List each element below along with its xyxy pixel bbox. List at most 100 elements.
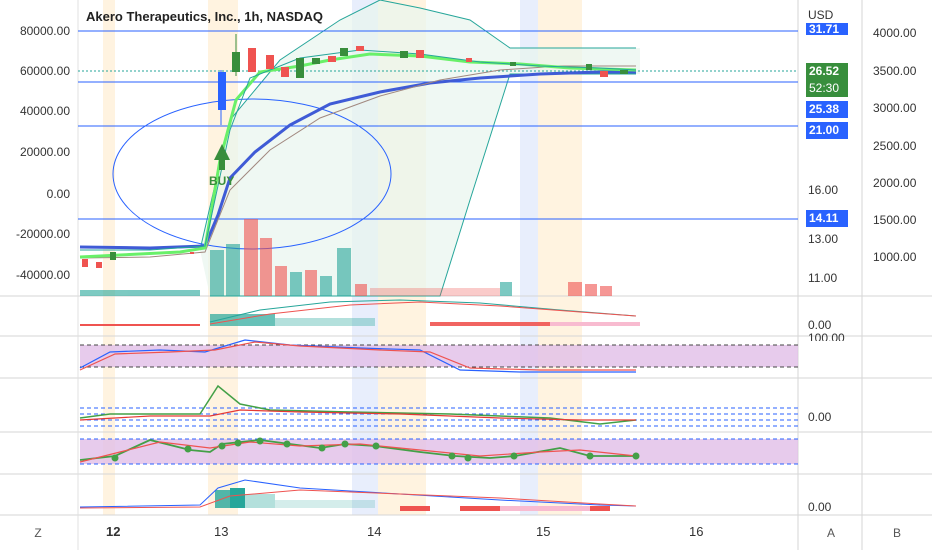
volume-bar	[260, 238, 272, 296]
macd-bar	[230, 488, 245, 508]
candle	[586, 64, 592, 70]
x-axis-tick: 14	[367, 524, 382, 539]
rsi-signal-line	[79, 341, 636, 371]
buy-arrow-icon	[214, 144, 230, 160]
volume-bar	[370, 288, 500, 296]
price-axis-tick: 16.00	[808, 183, 839, 197]
candle	[466, 58, 472, 62]
x-axis-tick: 13	[214, 524, 229, 539]
candle	[82, 259, 88, 267]
x-axis-tick: 16	[689, 524, 704, 539]
right-axis-tick: 3500.00	[873, 64, 917, 78]
right-axis-tick: 2000.00	[873, 176, 917, 190]
right-axis-tick: 1000.00	[873, 250, 917, 264]
price-tag-last[interactable]: 26.52	[806, 63, 848, 80]
candle	[416, 50, 424, 58]
volume-bar	[275, 266, 287, 296]
volume-bars	[80, 219, 612, 296]
candle	[356, 46, 364, 51]
price-tag-countdown: 52:30	[806, 80, 848, 97]
x-axis-tick: 12	[106, 524, 121, 539]
volume-bar	[337, 248, 351, 296]
rsi-axis-label: 100.00	[808, 331, 845, 341]
ma-mid-line	[79, 65, 636, 259]
volume-bar	[355, 284, 367, 296]
scale-b-button[interactable]: B	[892, 526, 901, 540]
left-axis-tick: 80000.00	[19, 24, 70, 38]
currency-label[interactable]: USD	[808, 8, 834, 22]
volume-bar	[568, 282, 582, 296]
right-axis-tick: 3000.00	[873, 101, 917, 115]
osc-bar	[430, 322, 550, 326]
price-axis-tick: 11.00	[808, 271, 838, 285]
candle	[110, 252, 116, 260]
macd-bar	[590, 506, 610, 511]
candle	[312, 58, 320, 64]
volume-bar	[585, 284, 597, 296]
candle	[510, 62, 516, 66]
volume-bar	[500, 282, 512, 296]
macd-bar	[500, 506, 610, 511]
osc-bar	[210, 314, 275, 326]
candle	[96, 262, 102, 268]
volume-bar	[305, 270, 317, 296]
left-axis-tick: -20000.00	[15, 227, 70, 241]
osc-bar	[550, 322, 640, 326]
rsi-line	[79, 339, 636, 373]
candle	[400, 51, 408, 58]
candle	[190, 252, 194, 254]
candle	[218, 72, 226, 110]
price-axis-tick: 13.00	[808, 232, 839, 246]
auto-scale-button[interactable]: A	[826, 526, 835, 540]
right-axis-tick: 1500.00	[873, 213, 917, 227]
macd-bar	[460, 506, 500, 511]
candle	[281, 67, 289, 77]
left-axis-tick: 40000.00	[19, 104, 70, 118]
stoch-k-line	[79, 439, 636, 461]
osc-bar	[80, 324, 200, 326]
macd-bar	[245, 494, 275, 508]
candle	[620, 70, 628, 74]
macd-bar	[275, 500, 375, 508]
price-tag-mid[interactable]: 25.38	[806, 101, 848, 118]
price-tag-low[interactable]: 14.11	[806, 210, 848, 227]
volume-bar	[226, 244, 240, 296]
candle	[296, 58, 304, 78]
osc-axis-label: 0.00	[808, 318, 832, 332]
left-axis-tick: 20000.00	[19, 145, 70, 159]
envelope-upper	[199, 0, 636, 251]
right-axis-tick: 2500.00	[873, 139, 917, 153]
macd-line	[79, 479, 637, 508]
osc-bar	[275, 318, 375, 326]
x-axis-tick: 15	[536, 524, 551, 539]
session-band	[520, 0, 538, 515]
candle	[340, 48, 348, 56]
session-band	[538, 0, 582, 515]
ma-alt-line	[80, 49, 637, 251]
zoom-button[interactable]: Z	[34, 526, 42, 540]
left-axis-tick: -40000.00	[15, 268, 70, 282]
stoch-dots	[111, 437, 640, 462]
buy-signal-label: BUY	[209, 174, 235, 188]
candle	[248, 48, 256, 72]
candle	[600, 71, 608, 77]
macd-signal	[79, 489, 637, 509]
volume-bar	[320, 276, 332, 296]
candle	[266, 55, 274, 69]
candles	[82, 34, 628, 268]
buy-arrow-stem	[219, 160, 225, 170]
osc-line-red	[209, 301, 637, 325]
chart-title[interactable]: Akero Therapeutics, Inc., 1h, NASDAQ	[86, 9, 323, 24]
volume-bar	[210, 250, 224, 296]
price-tag-top[interactable]: 31.71	[806, 23, 848, 35]
volume-bar	[80, 290, 200, 296]
macd-bar	[400, 506, 430, 511]
right-axis-tick: 4000.00	[873, 26, 917, 40]
stoch-d-line	[79, 441, 637, 463]
candle	[328, 56, 336, 62]
macd-axis-label: 0.00	[808, 500, 832, 514]
candle	[232, 52, 240, 72]
volume-bar	[290, 272, 302, 296]
price-tag-level[interactable]: 21.00	[806, 122, 848, 139]
